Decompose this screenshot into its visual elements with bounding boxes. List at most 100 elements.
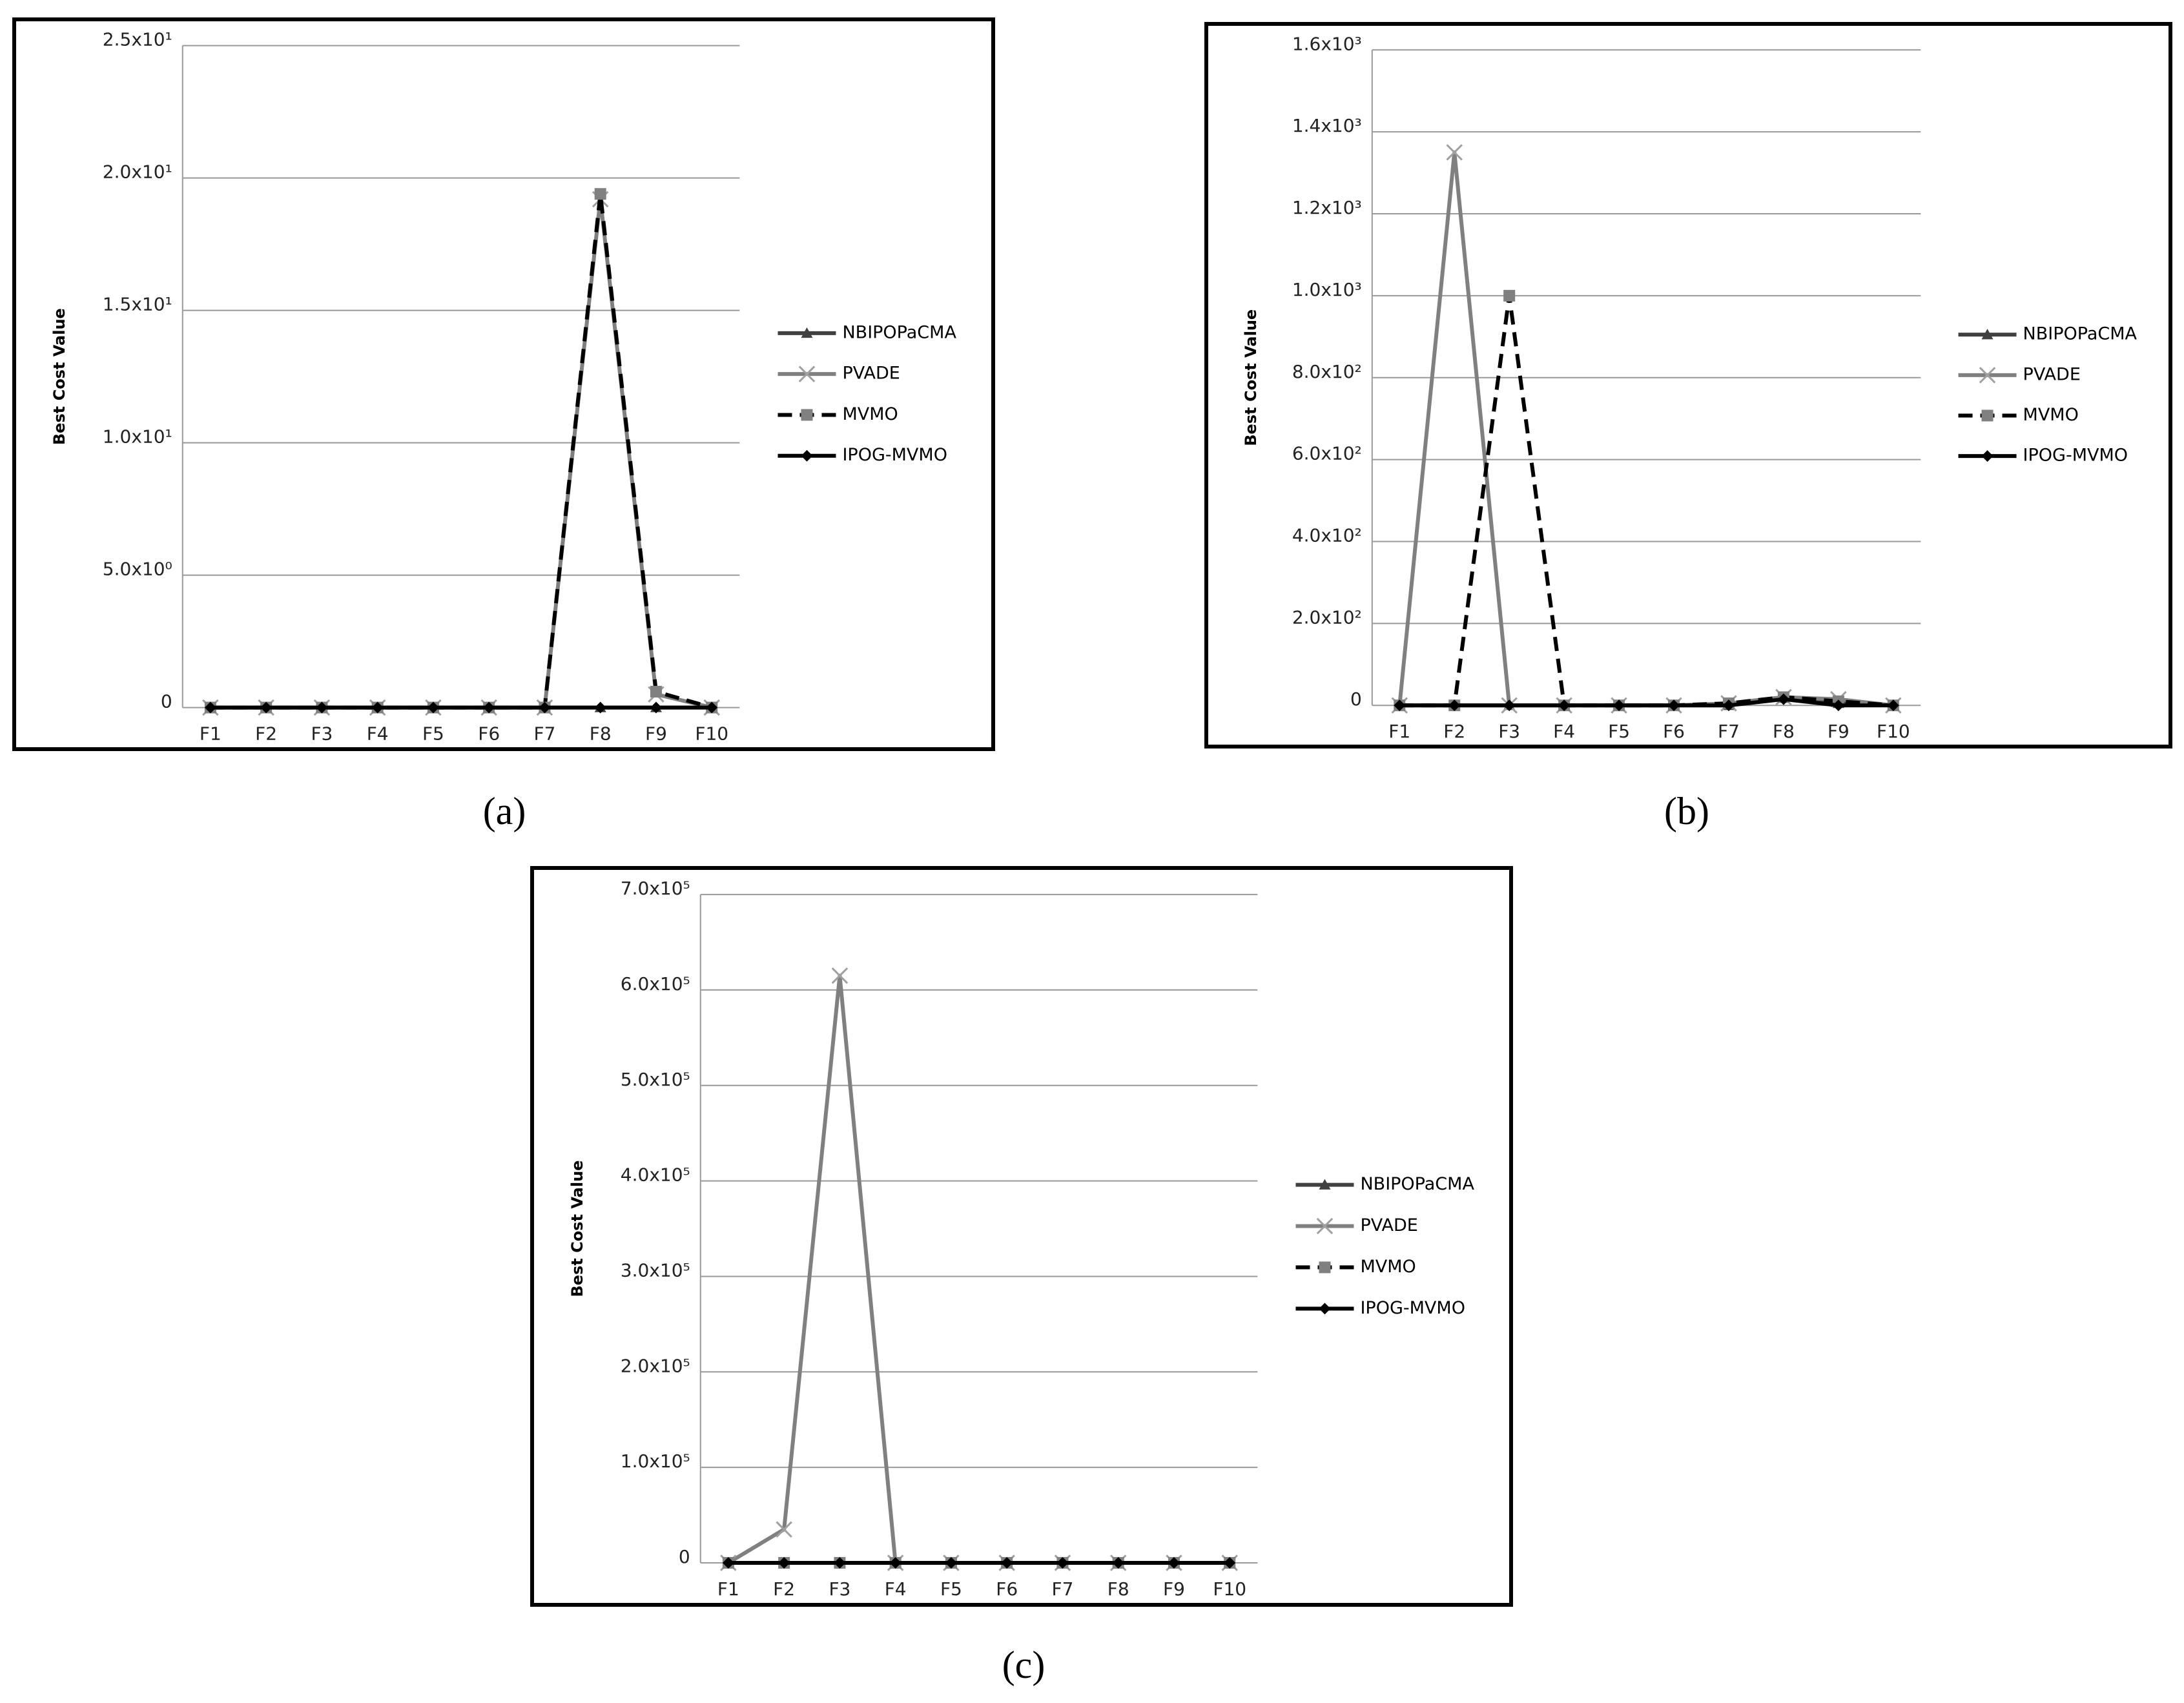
- legend-label: MVMO: [2023, 405, 2079, 425]
- x-tick-label: F10: [1213, 1578, 1246, 1600]
- legend-marker: [798, 366, 816, 382]
- legend-label: MVMO: [842, 404, 898, 424]
- y-tick-label: 2.0x10⁵: [621, 1355, 690, 1376]
- marker: [778, 1556, 790, 1569]
- y-tick-label: 6.0x10²: [1292, 443, 1362, 464]
- marker: [204, 701, 216, 714]
- y-axis-label: Best Cost Value: [568, 1161, 586, 1297]
- series-line: [1399, 293, 1894, 708]
- x-tick-label: F6: [1663, 721, 1685, 742]
- marker: [650, 685, 662, 697]
- marker: [1832, 699, 1844, 712]
- marker: [706, 701, 718, 714]
- x-tick-label: F1: [200, 723, 221, 745]
- marker: [483, 701, 495, 714]
- marker: [1503, 289, 1516, 302]
- y-tick-label: 1.2x10³: [1292, 197, 1362, 218]
- legend-label: PVADE: [1360, 1215, 1417, 1235]
- x-tick-label: F10: [1877, 721, 1910, 742]
- y-tick-label: 1.6x10³: [1292, 33, 1362, 54]
- marker: [1613, 699, 1625, 712]
- panel-frame: [530, 866, 1513, 1607]
- x-tick-label: F7: [533, 723, 555, 745]
- x-tick-label: F4: [885, 1578, 907, 1600]
- panel-caption: (c): [1002, 1644, 1046, 1686]
- marker: [594, 701, 606, 714]
- x-tick-label: F5: [940, 1578, 962, 1600]
- x-tick-label: F4: [1553, 721, 1575, 742]
- marker: [945, 1556, 957, 1569]
- y-tick-label: 6.0x10⁵: [621, 973, 690, 995]
- x-tick-label: F5: [422, 723, 444, 745]
- marker: [831, 967, 849, 984]
- y-tick-label: 1.4x10³: [1292, 115, 1362, 136]
- chart-panel: 0 1.0x10⁵ 2.0x10⁵ 3.0x10⁵ 4.0x10⁵ 5.0x10⁵ 6.0x…: [530, 866, 1513, 1607]
- y-tick-label: 3.0x10⁵: [621, 1259, 690, 1281]
- x-tick-label: F2: [773, 1578, 795, 1600]
- y-tick-label: 1.0x10¹: [103, 426, 172, 448]
- chart-panel: 0 5.0x10⁰ 1.0x10¹ 1.5x10¹ 2.0x10¹ 2.5x10¹ F1 F2…: [12, 17, 995, 751]
- x-tick-label: F2: [1443, 721, 1465, 742]
- x-tick-label: F1: [717, 1578, 739, 1600]
- y-axis-label: Best Cost Value: [50, 308, 68, 445]
- x-tick-label: F9: [1828, 721, 1849, 742]
- marker: [1448, 699, 1461, 712]
- marker: [1722, 699, 1735, 712]
- x-tick-label: F7: [1718, 721, 1740, 742]
- marker: [834, 1556, 846, 1569]
- x-tick-label: F9: [1163, 1578, 1185, 1600]
- y-tick-label: 1.5x10¹: [103, 294, 172, 315]
- marker: [594, 188, 606, 200]
- x-tick-label: F10: [695, 723, 728, 745]
- marker: [1224, 1556, 1236, 1569]
- x-tick-label: F7: [1051, 1578, 1073, 1600]
- legend-marker: [1319, 1261, 1331, 1274]
- y-tick-label: 7.0x10⁵: [621, 878, 690, 899]
- legend-label: MVMO: [1360, 1257, 1416, 1277]
- legend-label: IPOG-MVMO: [842, 445, 947, 465]
- x-tick-label: F1: [1388, 721, 1410, 742]
- marker: [889, 1556, 901, 1569]
- x-tick-label: F6: [478, 723, 500, 745]
- marker: [1394, 699, 1406, 712]
- legend-marker: [1319, 1303, 1331, 1315]
- marker: [722, 1556, 734, 1569]
- marker: [260, 701, 273, 714]
- panel-caption: (a): [483, 790, 526, 832]
- marker: [316, 701, 328, 714]
- legend-marker: [801, 409, 813, 421]
- y-tick-label: 5.0x10⁵: [621, 1069, 690, 1090]
- marker: [1503, 699, 1516, 712]
- x-tick-label: F9: [645, 723, 667, 745]
- panel-frame: [1204, 22, 2172, 748]
- x-tick-label: F8: [590, 723, 612, 745]
- y-tick-label: 4.0x10⁵: [621, 1164, 690, 1186]
- legend-label: NBIPOPaCMA: [2023, 324, 2138, 344]
- legend-label: NBIPOPaCMA: [1360, 1174, 1474, 1194]
- y-tick-label: 2.0x10²: [1292, 606, 1362, 628]
- y-tick-label: 0: [1350, 688, 1362, 710]
- legend-marker: [1316, 1217, 1334, 1235]
- x-tick-label: F6: [996, 1578, 1018, 1600]
- legend-label: IPOG-MVMO: [2023, 446, 2128, 466]
- legend-label: IPOG-MVMO: [1360, 1298, 1465, 1318]
- x-tick-label: F2: [255, 723, 277, 745]
- marker: [1168, 1556, 1180, 1569]
- x-tick-label: F3: [311, 723, 333, 745]
- marker: [1112, 1556, 1124, 1569]
- marker: [650, 701, 662, 714]
- legend-marker: [801, 327, 813, 338]
- marker: [427, 701, 439, 714]
- marker: [1001, 1556, 1013, 1569]
- marker: [776, 1521, 792, 1538]
- y-tick-label: 0: [679, 1546, 690, 1567]
- legend-marker: [801, 449, 813, 462]
- marker: [1446, 144, 1463, 161]
- series-line: [1399, 697, 1893, 708]
- legend-label: NBIPOPaCMA: [842, 322, 956, 342]
- y-axis-label: Best Cost Value: [1242, 309, 1260, 446]
- x-tick-label: F8: [1773, 721, 1795, 742]
- y-tick-label: 2.0x10¹: [103, 161, 172, 183]
- x-tick-label: F4: [367, 723, 389, 745]
